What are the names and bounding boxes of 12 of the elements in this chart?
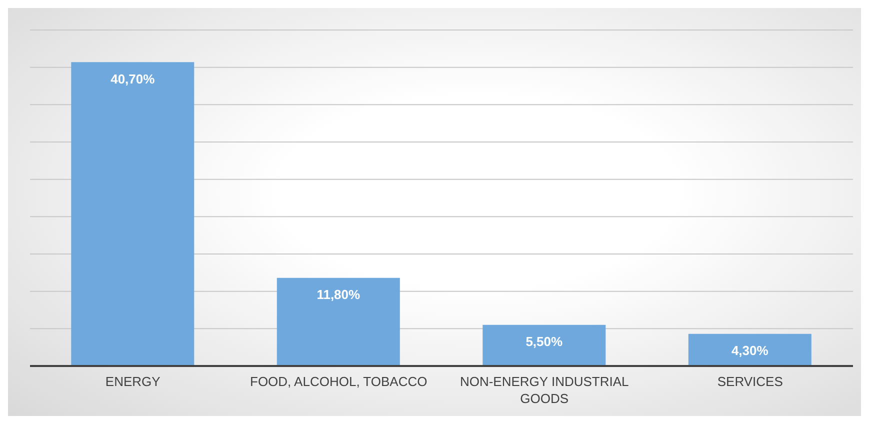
x-tick-label: NON-ENERGY INDUSTRIAL GOODS [460, 374, 629, 406]
data-label: 40,70% [110, 71, 156, 86]
bar [71, 62, 194, 366]
data-label: 4,30% [731, 343, 769, 358]
data-label: 5,50% [526, 334, 564, 350]
bar [482, 324, 606, 366]
bar [688, 334, 812, 366]
x-tick-label: ENERGY [105, 374, 161, 389]
x-tick-label: FOOD, ALCOHOL, TOBACCO [250, 374, 428, 389]
data-label: 11,80% [316, 287, 361, 302]
bar [276, 278, 400, 366]
x-tick-label: SERVICES [717, 374, 784, 389]
